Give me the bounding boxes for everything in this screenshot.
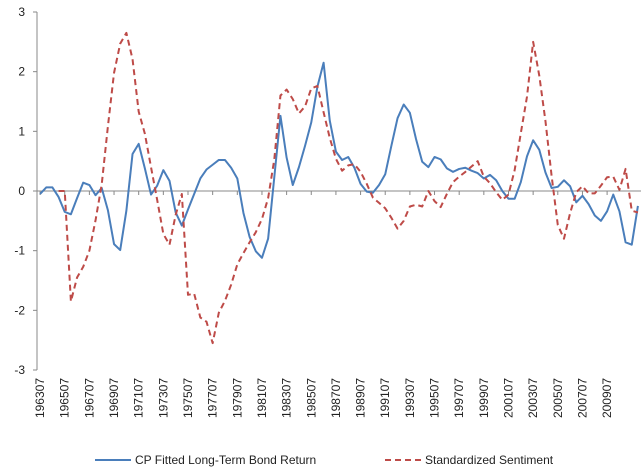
- x-tick-label: 198107: [255, 378, 269, 418]
- x-tick-label: 198707: [329, 378, 343, 418]
- x-tick-label: 199307: [403, 378, 417, 418]
- y-tick-label: 2: [18, 65, 25, 79]
- x-tick-label: 200307: [526, 378, 540, 418]
- x-tick-label: 200107: [501, 378, 515, 418]
- y-tick-label: -3: [14, 363, 25, 377]
- y-tick-label: -2: [14, 303, 25, 317]
- x-tick-label: 200907: [600, 378, 614, 418]
- x-tick-label: 199107: [378, 378, 392, 418]
- y-tick-label: 0: [18, 184, 25, 198]
- x-tick-label: 198907: [354, 378, 368, 418]
- series-line: [39, 61, 639, 259]
- x-tick-label: 197107: [132, 378, 146, 418]
- x-tick-label: 199907: [477, 378, 491, 418]
- x-tick-label: 197907: [230, 378, 244, 418]
- x-tick-label: 196707: [82, 378, 96, 418]
- y-tick-label: 1: [18, 124, 25, 138]
- x-tick-label: 198307: [280, 378, 294, 418]
- x-tick-label: 200507: [551, 378, 565, 418]
- x-tick-label: 196507: [58, 378, 72, 418]
- x-tick-label: 199507: [428, 378, 442, 418]
- y-tick-label: -1: [14, 244, 25, 258]
- x-tick-label: 197307: [156, 378, 170, 418]
- series-line: [58, 31, 639, 345]
- legend-label: Standardized Sentiment: [425, 453, 554, 467]
- x-tick-label: 196907: [107, 378, 121, 418]
- y-tick-label: 3: [18, 5, 25, 19]
- x-tick-label: 196307: [33, 378, 47, 418]
- x-tick-label: 198507: [304, 378, 318, 418]
- x-tick-label: 200707: [575, 378, 589, 418]
- legend-label: CP Fitted Long-Term Bond Return: [135, 453, 316, 467]
- x-tick-label: 197507: [181, 378, 195, 418]
- x-tick-label: 199707: [452, 378, 466, 418]
- x-tick-label: 197707: [206, 378, 220, 418]
